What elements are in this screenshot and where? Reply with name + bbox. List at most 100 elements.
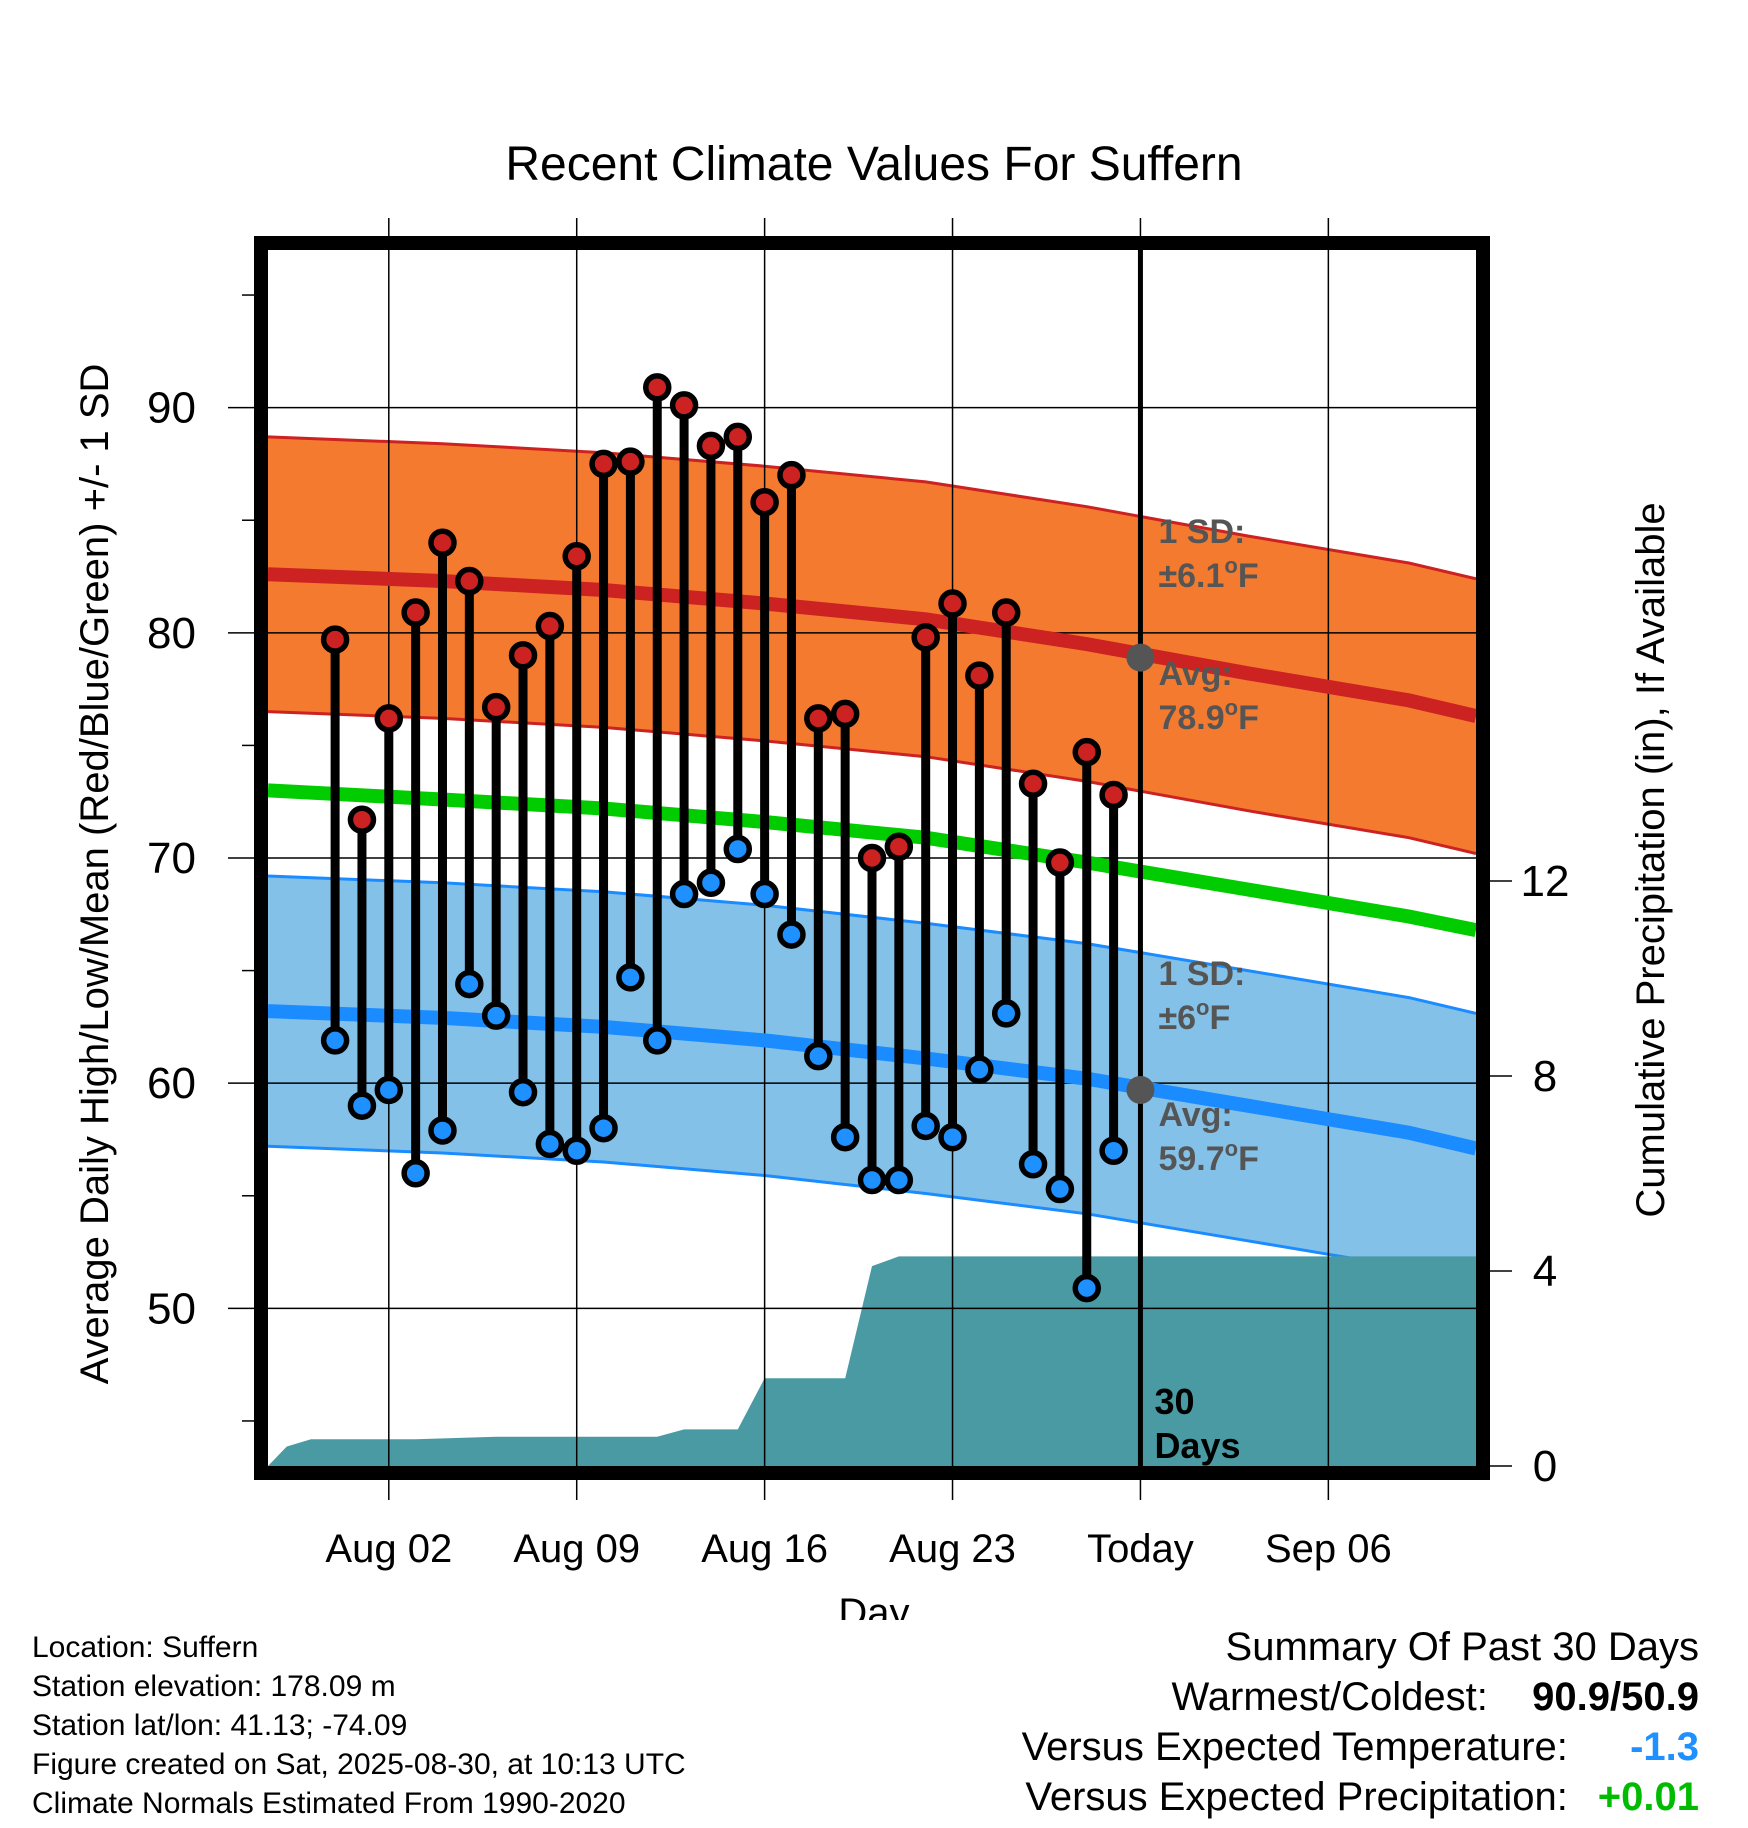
y2-tick-label: 0 [1533, 1442, 1557, 1491]
low-marker [696, 868, 726, 898]
warm-cold-label: Warmest/Coldest: [1171, 1675, 1488, 1719]
high-marker [991, 598, 1021, 627]
low-marker [938, 1122, 967, 1152]
temp-value: -1.3 [1630, 1725, 1699, 1769]
low-marker [830, 1122, 860, 1152]
summary-temp: Versus Expected Temperature: -1.3 [1022, 1722, 1699, 1772]
high-marker [884, 832, 914, 861]
low-marker [535, 1129, 565, 1159]
precip-area [268, 1256, 1476, 1466]
low-marker [455, 969, 484, 999]
high-marker [965, 661, 994, 690]
high-sd-label-1: ±6.1oF [1158, 553, 1258, 595]
high-marker [750, 487, 779, 517]
low-marker [320, 1026, 350, 1055]
high-marker [589, 449, 618, 479]
high-marker [830, 699, 860, 729]
low-marker [374, 1075, 404, 1105]
y2-tick-label: 12 [1521, 857, 1570, 906]
high-marker [347, 805, 377, 834]
high-avg-label-0: Avg: [1158, 655, 1232, 693]
high-marker [938, 589, 967, 618]
x-tick-label: Today [1087, 1527, 1194, 1571]
y2-tick-label: 4 [1533, 1247, 1557, 1296]
high-marker [616, 447, 645, 476]
low-marker [1099, 1136, 1128, 1165]
high-marker [669, 391, 699, 420]
low-marker [562, 1136, 591, 1165]
high-marker [562, 542, 591, 571]
high-marker [374, 704, 404, 733]
high-marker [1045, 848, 1075, 877]
low-marker [723, 834, 753, 864]
today-low-avg-dot [1126, 1075, 1155, 1104]
x-tick-label: Sep 06 [1265, 1527, 1392, 1571]
y2-tick-label: 8 [1533, 1052, 1557, 1101]
today-days-label-1: Days [1154, 1425, 1240, 1466]
y2-axis-label: Cumulative Precipitation (in), If Availa… [1629, 502, 1673, 1217]
x-tick-label: Aug 16 [701, 1527, 828, 1571]
footer-normals: Climate Normals Estimated From 1990-2020 [32, 1787, 626, 1820]
y-tick-label: 60 [147, 1059, 196, 1108]
low-avg-label-0: Avg: [1158, 1096, 1232, 1134]
low-marker [616, 963, 645, 992]
high-marker [911, 623, 940, 652]
x-tick-label: Aug 23 [889, 1527, 1016, 1571]
low-sd-label-0: 1 SD: [1158, 955, 1245, 993]
today-days-label-0: 30 [1154, 1381, 1194, 1422]
climate-chart: Recent Climate Values For Suffern 1 SD:±… [73, 138, 1673, 1620]
station-info: Location: Suffern Station elevation: 178… [32, 1628, 686, 1823]
high-marker [804, 704, 833, 733]
low-marker [508, 1077, 538, 1107]
precip-label: Versus Expected Precipitation: [1025, 1775, 1568, 1819]
high-mean-line [268, 567, 1476, 723]
summary-warm-cold: Warmest/Coldest: 90.9/50.9 [1022, 1672, 1700, 1722]
footer-latlon: Station lat/lon: 41.13; -74.09 [32, 1709, 408, 1742]
high-marker [642, 373, 672, 402]
high-marker [723, 422, 753, 452]
summary-panel: Summary Of Past 30 Days Warmest/Coldest:… [1022, 1622, 1699, 1822]
x-tick-label: Aug 02 [325, 1527, 452, 1571]
plot-frame [254, 236, 1490, 1480]
high-sd-edge-0 [268, 435, 1476, 581]
y-tick-label: 50 [147, 1284, 196, 1333]
high-marker [481, 692, 511, 722]
high-marker [508, 641, 538, 670]
low-marker [589, 1113, 618, 1143]
precip-value: +0.01 [1597, 1775, 1699, 1819]
high-marker [1018, 769, 1048, 798]
low-marker [401, 1159, 430, 1188]
low-avg-label-1: 59.7oF [1158, 1136, 1258, 1178]
high-marker [455, 566, 484, 596]
footer-location: Location: Suffern [32, 1631, 259, 1664]
x-tick-label: Aug 09 [513, 1527, 640, 1571]
low-marker [481, 1001, 511, 1030]
y-axis-label: Average Daily High/Low/Mean (Red/Blue/Gr… [73, 364, 117, 1385]
y-tick-label: 70 [147, 834, 196, 883]
y-tick-label: 90 [147, 384, 196, 433]
high-marker [1072, 737, 1102, 767]
temp-label: Versus Expected Temperature: [1021, 1725, 1568, 1769]
footer-created: Figure created on Sat, 2025-08-30, at 10… [32, 1748, 686, 1781]
low-marker [1018, 1150, 1048, 1179]
high-marker [857, 843, 887, 873]
high-marker [1099, 780, 1128, 810]
high-avg-label-1: 78.9oF [1158, 695, 1258, 737]
plot-clipped [268, 250, 1476, 1466]
low-marker [1045, 1174, 1075, 1204]
high-marker [428, 528, 457, 557]
summary-precip: Versus Expected Precipitation: +0.01 [1022, 1772, 1699, 1822]
high-marker [696, 431, 726, 461]
low-marker [991, 999, 1021, 1028]
low-marker [884, 1165, 914, 1195]
summary-heading: Summary Of Past 30 Days [1225, 1625, 1699, 1669]
low-marker [642, 1026, 672, 1055]
low-marker [1072, 1273, 1102, 1303]
warm-cold-value: 90.9/50.9 [1532, 1675, 1699, 1719]
low-marker [857, 1165, 887, 1195]
low-marker [428, 1116, 457, 1145]
x-axis-label: Day [838, 1591, 909, 1620]
high-marker [777, 460, 806, 490]
low-marker [911, 1111, 940, 1141]
